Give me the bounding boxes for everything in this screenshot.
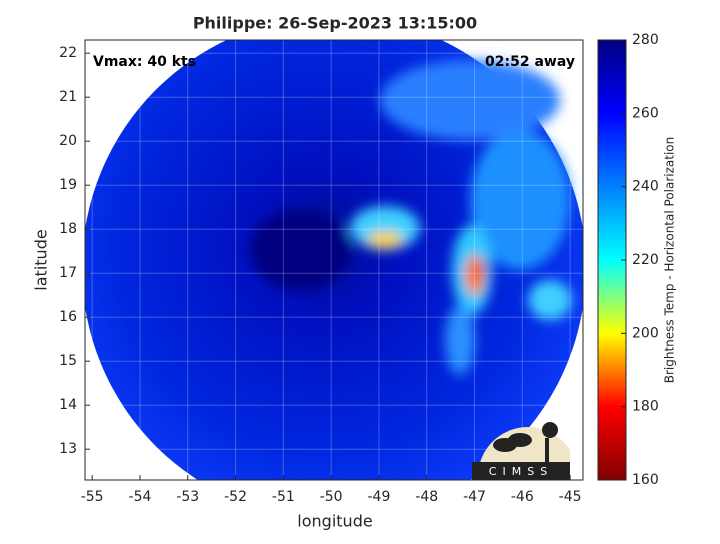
satellite-image xyxy=(85,40,583,480)
colorbar-tick-label: 220 xyxy=(632,252,659,268)
x-tick-label: -47 xyxy=(463,489,486,505)
y-axis-label: latitude xyxy=(32,229,51,290)
colorbar-label: Brightness Temp - Horizontal Polarizatio… xyxy=(663,137,677,384)
x-tick-label: -46 xyxy=(511,489,534,505)
y-tick-label: 15 xyxy=(59,353,77,369)
y-tick-label: 21 xyxy=(59,89,77,105)
y-tick-label: 13 xyxy=(59,441,77,457)
x-tick-label: -50 xyxy=(320,489,343,505)
colorbar-tick-label: 160 xyxy=(632,472,659,488)
x-tick-label: -55 xyxy=(81,489,104,505)
x-tick-label: -45 xyxy=(559,489,582,505)
y-tick-label: 14 xyxy=(59,397,77,413)
x-tick-label: -54 xyxy=(129,489,152,505)
colorbar-tick-label: 240 xyxy=(632,179,659,195)
grid xyxy=(85,40,583,480)
y-tick-label: 17 xyxy=(59,265,77,281)
x-tick-label: -49 xyxy=(367,489,390,505)
annotation: Vmax: 40 kts xyxy=(93,54,196,70)
y-tick-label: 16 xyxy=(59,309,77,325)
x-tick-label: -52 xyxy=(224,489,247,505)
colorbar-tick-label: 180 xyxy=(632,399,659,415)
axes-box xyxy=(84,39,584,481)
logo-text: CIMSS xyxy=(489,465,553,478)
annotation: 02:52 away xyxy=(485,54,575,70)
cimss-logo: CIMSS xyxy=(472,422,570,480)
x-axis-label: longitude xyxy=(297,512,372,531)
x-tick-label: -53 xyxy=(176,489,199,505)
y-tick-label: 20 xyxy=(59,133,77,149)
colorbar-tick-label: 280 xyxy=(632,32,659,48)
colorbar-tick-label: 260 xyxy=(632,105,659,121)
y-tick-label: 18 xyxy=(59,221,77,237)
x-tick-label: -48 xyxy=(415,489,438,505)
y-tick-label: 19 xyxy=(59,177,77,193)
y-tick-label: 22 xyxy=(59,45,77,61)
colorbar-tick-label: 200 xyxy=(632,325,659,341)
x-tick-label: -51 xyxy=(272,489,295,505)
chart-title: Philippe: 26-Sep-2023 13:15:00 xyxy=(193,14,477,33)
